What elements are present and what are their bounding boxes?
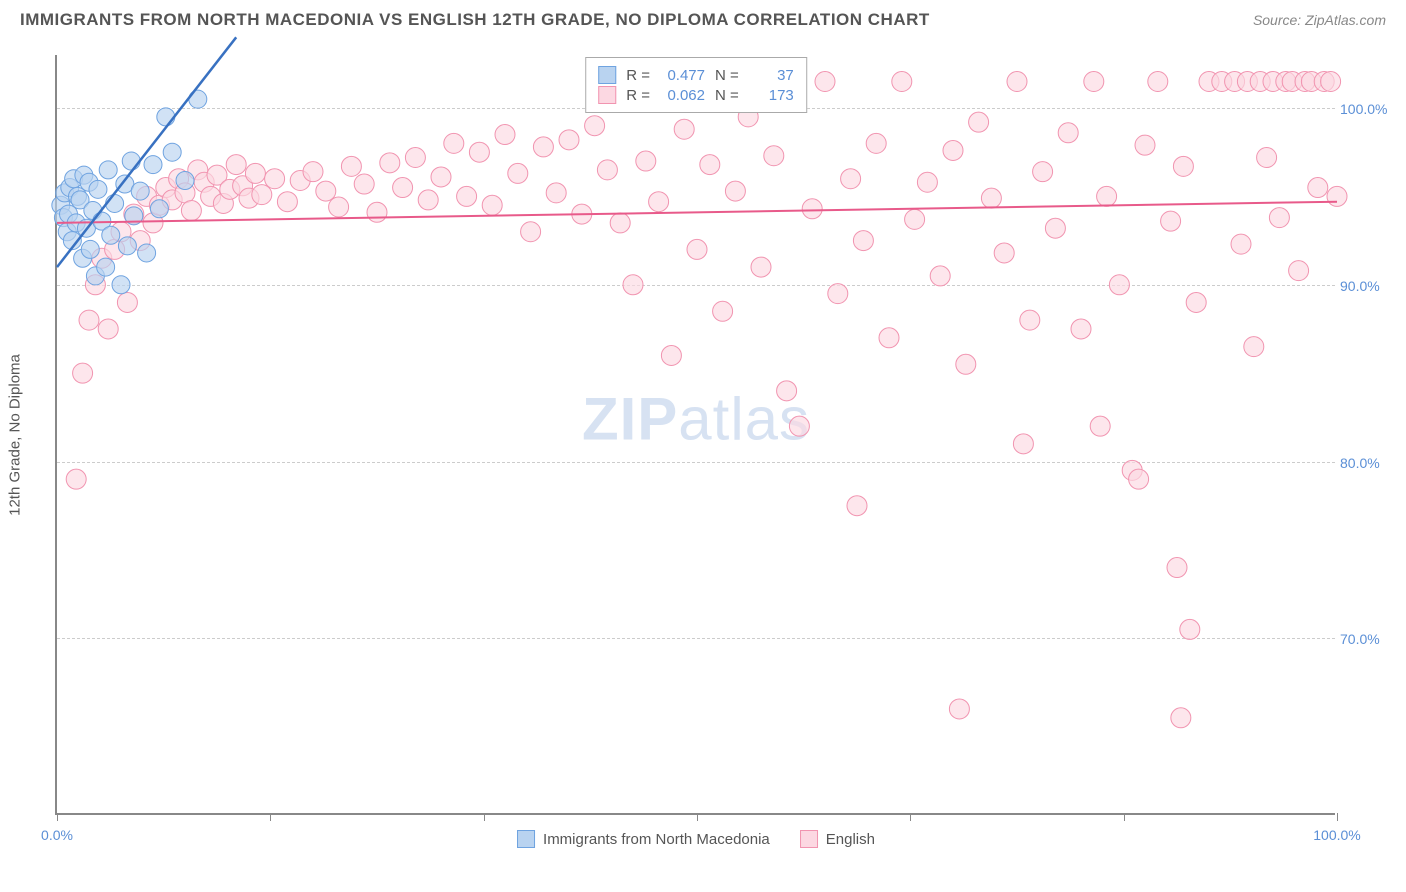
source-attribution: Source: ZipAtlas.com — [1253, 12, 1386, 28]
legend-swatch-pink — [598, 86, 616, 104]
scatter-svg — [57, 55, 1335, 813]
legend-item-english: English — [800, 830, 875, 848]
legend-row-pink: R = 0.062 N = 173 — [598, 86, 794, 104]
chart-container: 12th Grade, No Diploma ZIPatlas 70.0%80.… — [55, 55, 1385, 815]
legend-swatch-blue — [598, 66, 616, 84]
correlation-legend: R = 0.477 N = 37 R = 0.062 N = 173 — [585, 57, 807, 113]
header: IMMIGRANTS FROM NORTH MACEDONIA VS ENGLI… — [0, 0, 1406, 30]
plot-area: ZIPatlas 70.0%80.0%90.0%100.0% 0.0%100.0… — [55, 55, 1335, 815]
legend-swatch-pink-icon — [800, 830, 818, 848]
legend-swatch-blue-icon — [517, 830, 535, 848]
y-axis-label: 12th Grade, No Diploma — [7, 354, 24, 516]
legend-row-blue: R = 0.477 N = 37 — [598, 66, 794, 84]
series-legend: Immigrants from North Macedonia English — [517, 830, 875, 848]
legend-item-macedonia: Immigrants from North Macedonia — [517, 830, 770, 848]
chart-title: IMMIGRANTS FROM NORTH MACEDONIA VS ENGLI… — [20, 10, 930, 30]
